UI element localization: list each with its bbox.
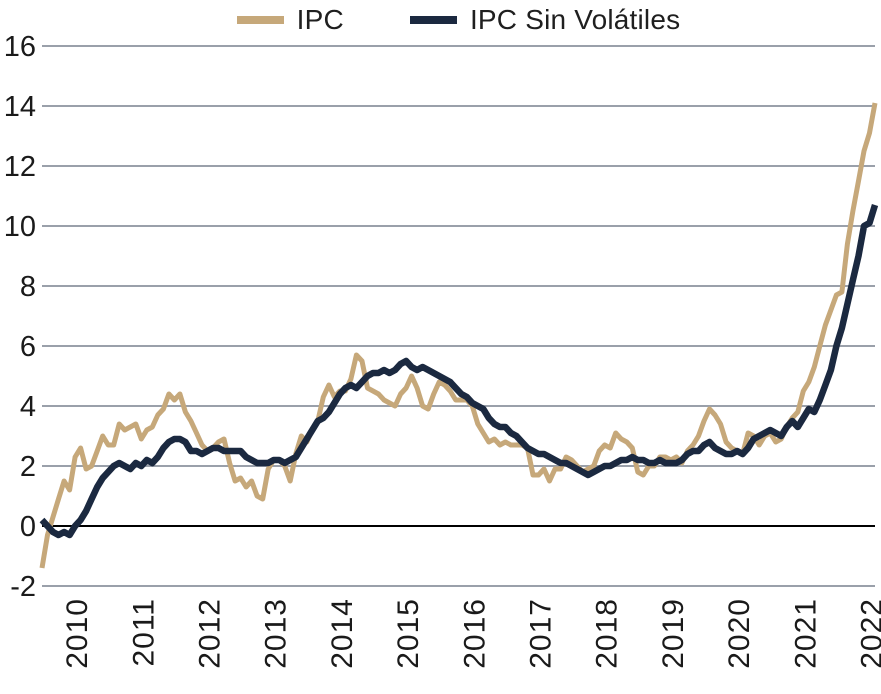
x-axis-label: 2016 bbox=[458, 598, 491, 669]
y-axis-label: 14 bbox=[4, 91, 36, 123]
y-axis-label: 2 bbox=[20, 451, 36, 483]
x-axis-label: 2012 bbox=[193, 598, 226, 669]
x-axis-label: 2021 bbox=[789, 598, 822, 669]
x-axis-label: 2022 bbox=[855, 598, 881, 669]
x-axis-label: 2011 bbox=[127, 598, 160, 667]
x-axis-label: 2019 bbox=[657, 598, 690, 669]
y-axis-label: -2 bbox=[10, 571, 36, 603]
x-axis-label: 2020 bbox=[723, 598, 756, 669]
y-axis-label: 16 bbox=[4, 31, 36, 63]
ipc-sin-volatiles-line-swatch-icon bbox=[409, 16, 457, 24]
x-axis-label: 2015 bbox=[392, 598, 425, 669]
x-axis-label: 2013 bbox=[260, 598, 293, 669]
chart-legend: IPC IPC Sin Volátiles bbox=[42, 4, 875, 36]
y-axis-label: 4 bbox=[20, 391, 36, 423]
x-axis-label: 2010 bbox=[61, 598, 94, 669]
y-axis-label: 10 bbox=[4, 211, 36, 243]
legend-label-ipc: IPC bbox=[296, 4, 344, 35]
x-axis-label: 2014 bbox=[326, 598, 359, 669]
y-axis-label: 6 bbox=[20, 331, 36, 363]
ipc-series-line bbox=[39, 102, 878, 569]
ipc-line-swatch-icon bbox=[236, 16, 284, 24]
legend-item-ipc: IPC bbox=[236, 4, 344, 36]
legend-item-ipc-sin-volatiles: IPC Sin Volátiles bbox=[409, 4, 681, 36]
y-axis-label: 8 bbox=[20, 271, 36, 303]
legend-label-ipc-sin-volatiles: IPC Sin Volátiles bbox=[469, 4, 681, 35]
ipc-sin-volatiles-series-line bbox=[39, 204, 879, 539]
x-axis-label: 2018 bbox=[591, 598, 624, 669]
x-axis-label: 2017 bbox=[524, 598, 557, 669]
y-axis-label: 0 bbox=[20, 511, 36, 543]
y-axis-label: 12 bbox=[4, 151, 36, 183]
